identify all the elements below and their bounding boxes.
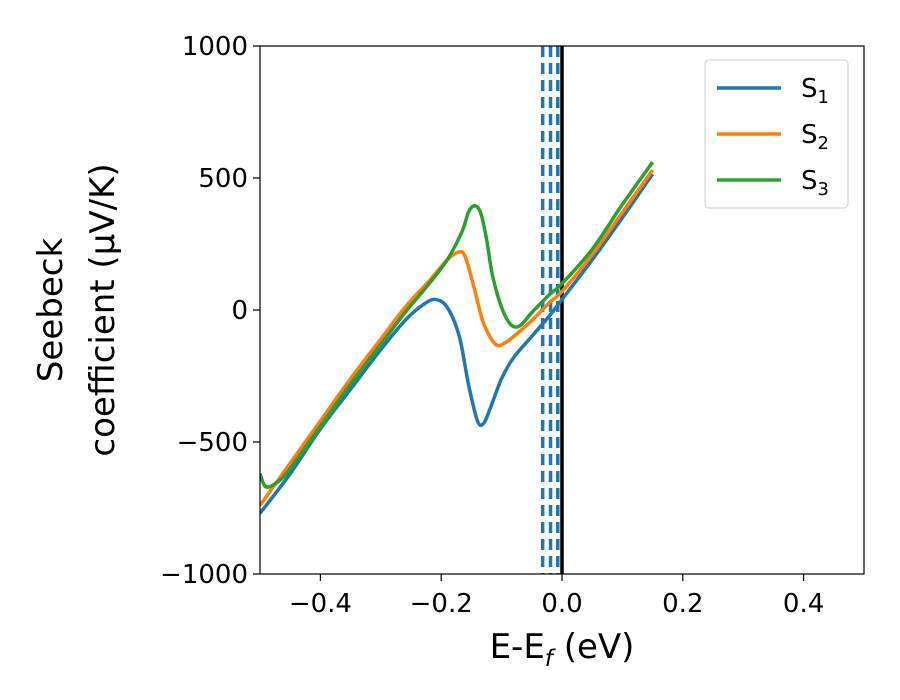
series-lines xyxy=(260,161,655,515)
x-axis-label: E-Ef (eV) xyxy=(490,627,635,672)
y-axis-ticks: −1000 −500 0 500 1000 xyxy=(160,32,260,590)
legend: S1 S2 S3 xyxy=(704,59,849,209)
legend-entry-s2: S2 xyxy=(717,120,829,154)
x-axis-label-subscript: f xyxy=(545,646,556,672)
x-axis-ticks: −0.4 −0.2 0.0 0.2 0.4 xyxy=(289,574,824,619)
y-axis-label-line1: Seebeck xyxy=(31,238,71,383)
legend-label: S3 xyxy=(801,166,829,200)
x-tick-label: −0.2 xyxy=(410,589,473,619)
y-axis-label-line2: coefficient (μV/K) xyxy=(83,163,123,456)
y-axis-label: Seebeck coefficient (μV/K) xyxy=(31,163,123,456)
series-line-s2 xyxy=(260,169,655,507)
legend-label: S1 xyxy=(801,74,829,108)
x-tick-label: 0.4 xyxy=(783,589,824,619)
x-tick-label: 0.0 xyxy=(541,589,582,619)
legend-entry-s1: S1 xyxy=(717,74,829,108)
y-tick-label: 1000 xyxy=(182,32,248,62)
x-tick-label: 0.2 xyxy=(662,589,703,619)
x-axis-label-main: E-E xyxy=(490,627,545,667)
y-tick-label: 0 xyxy=(231,296,248,326)
y-tick-label: 500 xyxy=(198,164,248,194)
legend-label: S2 xyxy=(801,120,829,154)
series-line-s3 xyxy=(260,161,655,489)
y-tick-label: −500 xyxy=(177,428,248,458)
series-line-s1 xyxy=(260,173,655,515)
x-tick-label: −0.4 xyxy=(289,589,352,619)
x-axis-label-unit: (eV) xyxy=(553,627,635,667)
legend-entry-s3: S3 xyxy=(717,166,829,200)
y-tick-label: −1000 xyxy=(160,560,248,590)
